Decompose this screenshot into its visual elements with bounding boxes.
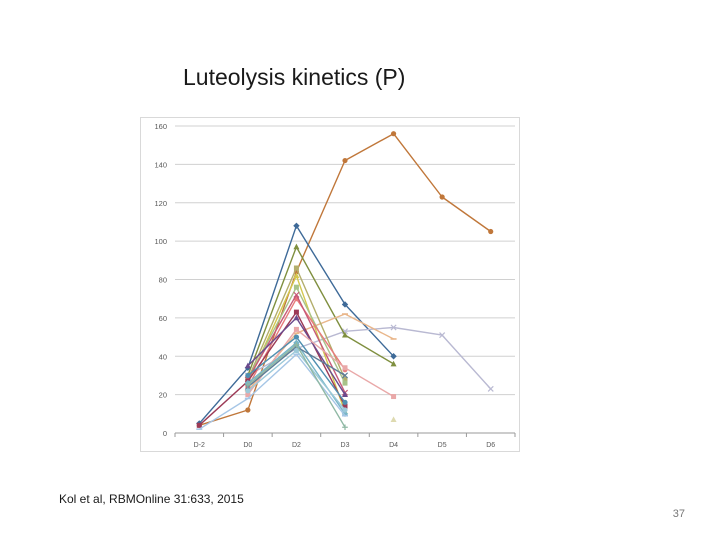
data-point <box>293 265 299 271</box>
data-point <box>293 326 299 332</box>
line-chart: 0 20 40 60 80 100 120 140 160 D-2 D0 D2 D3 D4 D5 D6 <box>140 117 520 452</box>
data-point <box>390 416 397 422</box>
data-point <box>245 372 251 379</box>
data-point <box>293 341 300 348</box>
data-point <box>342 157 348 164</box>
y-tick-label: 60 <box>159 314 167 323</box>
data-point <box>293 314 300 321</box>
x-tick-label: D0 <box>243 442 252 449</box>
data-point <box>341 372 349 379</box>
data-point <box>293 272 300 279</box>
data-point <box>293 291 300 298</box>
series-line <box>198 311 346 426</box>
page-number: 37 <box>672 508 685 520</box>
data-point <box>488 228 494 235</box>
data-point <box>196 422 202 428</box>
chart: 0 20 40 60 80 100 120 140 160 D-2 D0 D2 D3 D4 D5 D6 <box>140 117 520 452</box>
x-tick-label: D3 <box>341 442 350 449</box>
x-tick-label: D6 <box>486 442 495 449</box>
x-tick-label: D5 <box>438 442 447 449</box>
data-point <box>245 382 251 388</box>
data-point <box>390 360 397 367</box>
data-point <box>341 410 349 418</box>
y-tick-label: 80 <box>159 276 167 285</box>
slide-title: Luteolysis kinetics (P) <box>183 64 406 90</box>
citation: Kol et al, RBMOnline 31:633, 2015 <box>59 492 244 506</box>
data-point <box>342 380 348 386</box>
data-point <box>439 332 446 339</box>
data-point <box>293 309 299 315</box>
data-point <box>487 385 494 392</box>
y-tick-label: 40 <box>159 352 167 361</box>
x-tick-label: D-2 <box>194 442 205 449</box>
data-point <box>245 388 251 394</box>
y-tick-label: 100 <box>154 237 167 246</box>
data-point <box>342 407 348 413</box>
data-point <box>390 131 397 137</box>
data-point <box>390 324 397 331</box>
data-point <box>245 407 251 413</box>
data-point <box>342 376 348 382</box>
data-point <box>342 391 348 398</box>
data-point <box>293 284 299 290</box>
series-line <box>247 246 394 376</box>
data-point <box>293 347 300 354</box>
y-tick-label: 20 <box>159 391 167 400</box>
data-point <box>390 353 397 360</box>
data-point <box>244 362 251 369</box>
x-tick-label: D4 <box>389 442 398 449</box>
data-point <box>341 301 349 308</box>
y-tick-label: 140 <box>154 160 167 169</box>
series-line <box>247 328 394 398</box>
data-point <box>293 222 300 229</box>
x-tick-label: D2 <box>292 442 301 449</box>
data-point <box>342 365 348 371</box>
data-point <box>245 392 251 398</box>
data-point <box>391 394 397 400</box>
data-point <box>439 194 445 200</box>
y-tick-label: 0 <box>163 429 167 438</box>
data-point <box>293 243 300 250</box>
data-point <box>293 334 300 340</box>
data-point <box>342 399 348 405</box>
y-tick-label: 120 <box>154 199 167 208</box>
data-point <box>342 403 348 409</box>
data-point <box>342 331 348 338</box>
y-tick-label: 160 <box>154 122 167 131</box>
data-point <box>342 424 348 431</box>
